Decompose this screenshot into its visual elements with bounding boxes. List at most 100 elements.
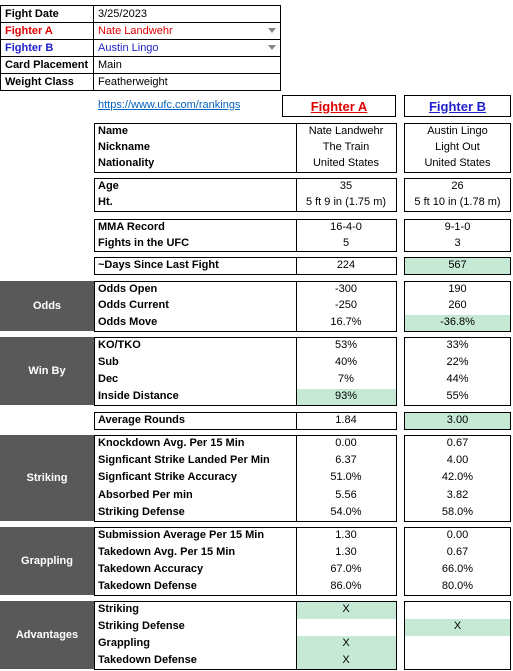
group-border: [94, 337, 397, 406]
value-b: X: [453, 620, 462, 632]
group-border: [404, 601, 511, 670]
row-label: Takedown Defense: [98, 654, 197, 666]
row-label: Inside Distance: [98, 390, 179, 402]
value-a: X: [342, 637, 350, 649]
section-label: Striking: [0, 435, 94, 521]
column-divider: [296, 435, 297, 522]
row-label: Takedown Avg. Per 15 Min: [98, 546, 236, 558]
section-label: Grappling: [0, 527, 94, 595]
value-a: 1.30: [335, 546, 357, 558]
header-value: Featherweight: [93, 73, 281, 91]
row-label: Fights in the UFC: [98, 236, 190, 249]
value-b: 42.0%: [441, 471, 474, 484]
row-label: Striking Defense: [98, 620, 185, 632]
column-divider: [296, 257, 297, 275]
highlight: [404, 619, 511, 636]
column-divider: [296, 337, 297, 406]
value-b: 3.00: [446, 414, 469, 426]
row-label: Absorbed Per min: [98, 488, 193, 501]
value-a: United States: [312, 157, 380, 170]
group-border: [404, 527, 511, 596]
header-label: Weight Class: [0, 73, 94, 91]
value-b: Austin Lingo: [427, 124, 488, 137]
value-a: 93%: [334, 390, 358, 402]
row-label: Grappling: [98, 637, 150, 649]
row-label: Sub: [98, 356, 119, 368]
group-border: [94, 601, 397, 670]
dropdown-arrow[interactable]: [268, 45, 276, 50]
dropdown-arrow[interactable]: [268, 28, 276, 33]
value-a: 224: [336, 259, 356, 271]
value-b: Light Out: [435, 140, 480, 153]
row-label: Knockdown Avg. Per 15 Min: [98, 437, 245, 450]
group-border: [404, 435, 511, 522]
group-border: [404, 281, 511, 332]
value-b: 26: [451, 179, 464, 192]
row-label: Takedown Accuracy: [98, 563, 204, 575]
column-divider: [296, 281, 297, 332]
value-a: 0.00: [335, 437, 357, 450]
value-a: 67.0%: [330, 563, 362, 575]
group-border: [404, 337, 511, 406]
value-a: X: [342, 654, 350, 666]
row-label: Signficant Strike Landed Per Min: [98, 454, 270, 467]
highlight: [296, 389, 396, 406]
value-a: 6.37: [335, 454, 357, 467]
row-label: Age: [98, 179, 119, 192]
group-border: [94, 178, 397, 212]
group-border: [404, 219, 511, 252]
row-label: Odds Current: [98, 299, 169, 312]
column-divider: [296, 527, 297, 596]
value-b: 22%: [446, 356, 469, 368]
group-border: [94, 219, 397, 252]
highlight: [404, 413, 511, 430]
value-a: -250: [334, 299, 358, 312]
row-label: Submission Average Per 15 Min: [98, 529, 265, 541]
value-b: 260: [448, 299, 467, 312]
fighter-b-heading: Fighter B: [404, 95, 511, 117]
section-label: Odds: [0, 281, 94, 331]
value-b: 4.00: [446, 454, 469, 467]
column-divider: [296, 178, 297, 212]
row-label: ~Days Since Last Fight: [98, 259, 219, 271]
header-label: Fighter A: [0, 22, 94, 40]
value-a: 40%: [334, 356, 358, 368]
value-b: 3: [454, 236, 461, 249]
highlight: [296, 636, 396, 653]
value-a: Nate Landwehr: [308, 124, 384, 137]
value-a: 53%: [334, 339, 358, 351]
value-b: 58.0%: [441, 505, 474, 518]
value-a: 35: [339, 179, 353, 192]
group-border: [94, 435, 397, 522]
column-divider: [296, 412, 297, 430]
value-a: 16-4-0: [330, 220, 362, 233]
row-label: Average Rounds: [98, 414, 186, 426]
value-a: 5 ft 9 in (1.75 m): [305, 196, 387, 209]
value-b: 3.82: [446, 488, 469, 501]
value-a: -300: [334, 282, 358, 295]
value-a: 1.84: [335, 414, 357, 426]
section-label: Win By: [0, 337, 94, 405]
header-label: Card Placement: [0, 56, 94, 74]
row-label: KO/TKO: [98, 339, 141, 351]
value-b: 0.00: [446, 529, 469, 541]
row-label: Striking: [98, 603, 139, 615]
value-a: 54.0%: [330, 505, 362, 518]
group-border: [94, 123, 397, 173]
value-b: 0.67: [446, 437, 469, 450]
row-label: Nickname: [98, 140, 150, 153]
section-label: Advantages: [0, 601, 94, 669]
value-a: 5: [342, 236, 350, 249]
value-b: 66.0%: [441, 563, 474, 575]
rankings-link[interactable]: https://www.ufc.com/rankings: [98, 98, 241, 111]
value-a: 1.30: [335, 529, 357, 541]
value-b: 80.0%: [441, 580, 474, 592]
row-label: Nationality: [98, 157, 155, 170]
value-a: 7%: [338, 373, 354, 385]
row-label: MMA Record: [98, 220, 165, 233]
header-value: Nate Landwehr: [93, 22, 281, 40]
row-label: Signficant Strike Accuracy: [98, 471, 237, 484]
value-b: 55%: [446, 390, 469, 402]
value-b: United States: [424, 157, 491, 170]
